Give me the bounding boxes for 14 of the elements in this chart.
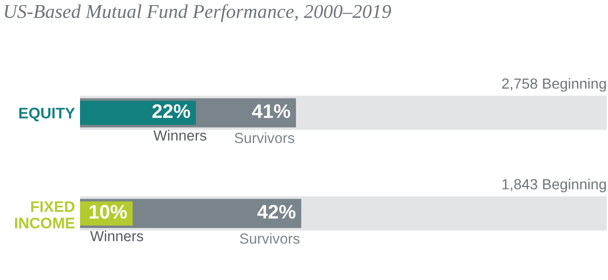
annotation: 2,758 Beginning [502, 78, 606, 92]
bar [80, 100, 196, 125]
data-label: 22% [152, 104, 190, 118]
y-tick-label: EQUITY [19, 108, 75, 122]
chart-title: US-Based Mutual Fund Performance, 2000–2019 [4, 4, 392, 22]
data-label: 42% [257, 204, 296, 219]
series-label: Winners [90, 230, 144, 242]
text: Winners [153, 130, 206, 141]
series-label: Survivors [240, 233, 300, 244]
annotation: 1,843 Beginning [502, 178, 606, 192]
data-label: 41% [252, 104, 290, 118]
data-label: 10% [90, 204, 127, 219]
text: Survivors [234, 132, 294, 144]
y-tick-label: FIXED INCOME [15, 201, 75, 228]
